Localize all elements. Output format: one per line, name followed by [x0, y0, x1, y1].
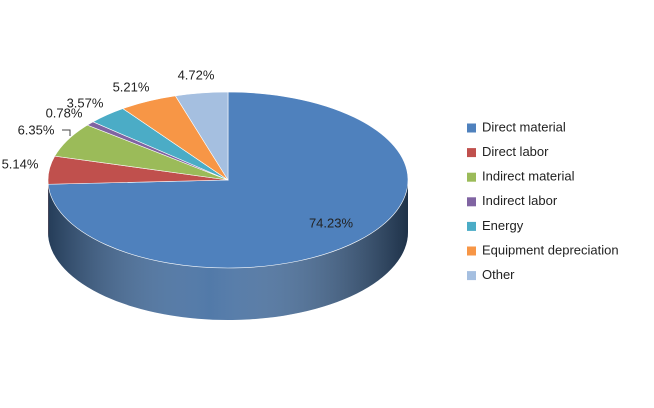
data-label: 5.14% — [2, 156, 39, 171]
pie-slice — [174, 91, 229, 182]
legend-label: Equipment depreciation — [482, 242, 619, 257]
legend-swatch — [467, 148, 476, 158]
legend-swatch — [467, 172, 476, 182]
legend-swatch — [467, 246, 476, 256]
legend-label: Direct labor — [482, 144, 549, 159]
pie-sides — [48, 180, 408, 320]
data-label: 4.72% — [178, 67, 215, 82]
legend-swatch — [467, 271, 476, 281]
legend-swatch — [467, 221, 476, 231]
data-labels: 74.23% 5.14% 6.35% 0.78%3.57% 5.21% 4.72% — [2, 67, 354, 230]
legend-label: Indirect material — [482, 169, 575, 184]
legend-label: Indirect labor — [482, 193, 558, 208]
data-label: 74.23% — [309, 215, 354, 230]
pie-tops — [47, 91, 409, 269]
data-label: 6.35% — [18, 122, 55, 137]
legend-label: Other — [482, 267, 515, 282]
legend-swatch — [467, 197, 476, 207]
legend: Direct material Direct labor Indirect mate… — [467, 119, 619, 282]
data-label: 0.78% — [46, 105, 83, 120]
legend-swatch — [467, 123, 476, 133]
legend-label: Energy — [482, 218, 524, 233]
pie-side-shade — [48, 180, 408, 320]
leader-line — [62, 129, 71, 136]
data-label: 3.57% — [67, 95, 104, 110]
data-label: 5.21% — [113, 79, 150, 94]
legend-label: Direct material — [482, 119, 566, 134]
